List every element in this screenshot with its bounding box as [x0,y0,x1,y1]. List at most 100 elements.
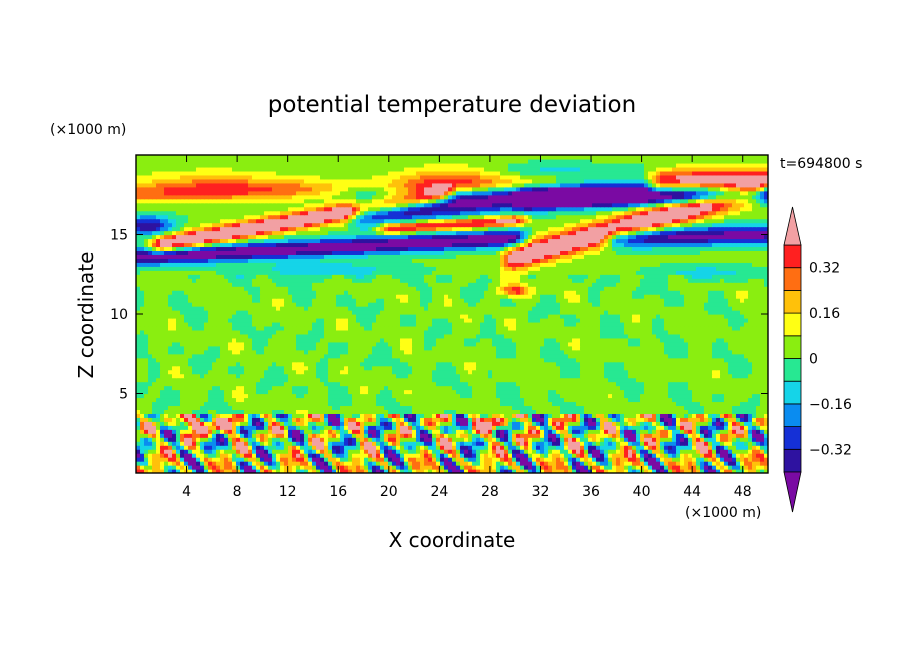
field-cell [536,401,541,407]
field-cell [348,441,353,446]
field-cell [192,469,197,473]
field-cell [164,361,169,367]
field-cell [416,461,421,466]
field-cell [532,401,537,407]
field-cell [288,405,293,410]
field-cell [240,353,245,359]
field-cell [692,417,697,422]
field-cell [208,381,213,387]
field-cell [480,441,485,446]
field-cell [680,453,685,458]
field-cell [252,349,257,355]
field-cell [140,461,145,466]
field-cell [644,397,649,403]
field-cell [528,381,533,387]
field-cell [748,417,753,422]
field-cell [616,361,621,367]
field-cell [296,373,301,379]
field-cell [408,469,413,473]
field-cell [252,449,257,454]
field-cell [320,345,325,351]
field-cell [180,457,185,462]
field-cell [280,397,285,403]
field-cell [168,465,173,470]
field-cell [628,361,633,367]
field-cell [496,461,501,466]
field-cell [648,373,653,379]
field-cell [160,393,165,399]
field-cell [600,357,605,363]
field-cell [424,465,429,470]
field-cell [260,465,265,470]
field-cell [152,369,157,375]
field-cell [760,441,765,446]
field-cell [628,409,633,414]
field-cell [196,393,201,399]
field-cell [136,413,141,418]
field-cell [680,361,685,367]
field-cell [712,441,717,446]
field-cell [580,421,585,426]
field-cell [628,449,633,454]
field-cell [740,421,745,426]
field-cell [396,429,401,434]
field-cell [172,389,177,395]
field-cell [256,377,261,383]
field-cell [240,457,245,462]
field-cell [492,457,497,462]
field-cell [648,421,653,426]
field-cell [444,417,449,422]
field-cell [640,393,645,399]
field-cell [540,449,545,454]
field-cell [224,445,229,450]
field-cell [688,401,693,407]
field-cell [684,389,689,395]
field-cell [148,425,153,430]
field-cell [308,377,313,383]
field-cell [704,409,709,414]
field-cell [728,433,733,438]
field-cell [292,377,297,383]
field-cell [372,373,377,379]
field-cell [356,405,361,410]
field-cell [440,437,445,442]
field-cell [708,381,713,387]
field-cell [376,381,381,387]
field-cell [676,401,681,407]
field-cell [496,425,501,430]
field-cell [732,461,737,466]
field-cell [396,353,401,359]
field-cell [592,441,597,446]
field-cell [224,465,229,470]
field-cell [292,397,297,403]
field-cell [324,421,329,426]
field-cell [524,437,529,442]
field-cell [164,453,169,458]
field-cell [308,425,313,430]
field-cell [704,365,709,371]
field-cell [144,385,149,391]
field-cell [236,405,241,410]
field-cell [524,373,529,379]
field-cell [512,457,517,462]
field-cell [652,365,657,371]
field-cell [520,445,525,450]
field-cell [184,349,189,355]
field-cell [516,393,521,399]
field-cell [220,449,225,454]
field-cell [728,453,733,458]
field-cell [692,349,697,355]
field-cell [496,437,501,442]
field-cell [608,469,613,473]
field-cell [200,421,205,426]
field-cell [744,361,749,367]
field-cell [536,469,541,473]
field-cell [432,445,437,450]
field-cell [564,357,569,363]
field-cell [464,413,469,418]
field-cell [192,405,197,410]
field-cell [756,353,761,359]
field-cell [664,457,669,462]
field-cell [368,361,373,367]
field-cell [156,353,161,359]
